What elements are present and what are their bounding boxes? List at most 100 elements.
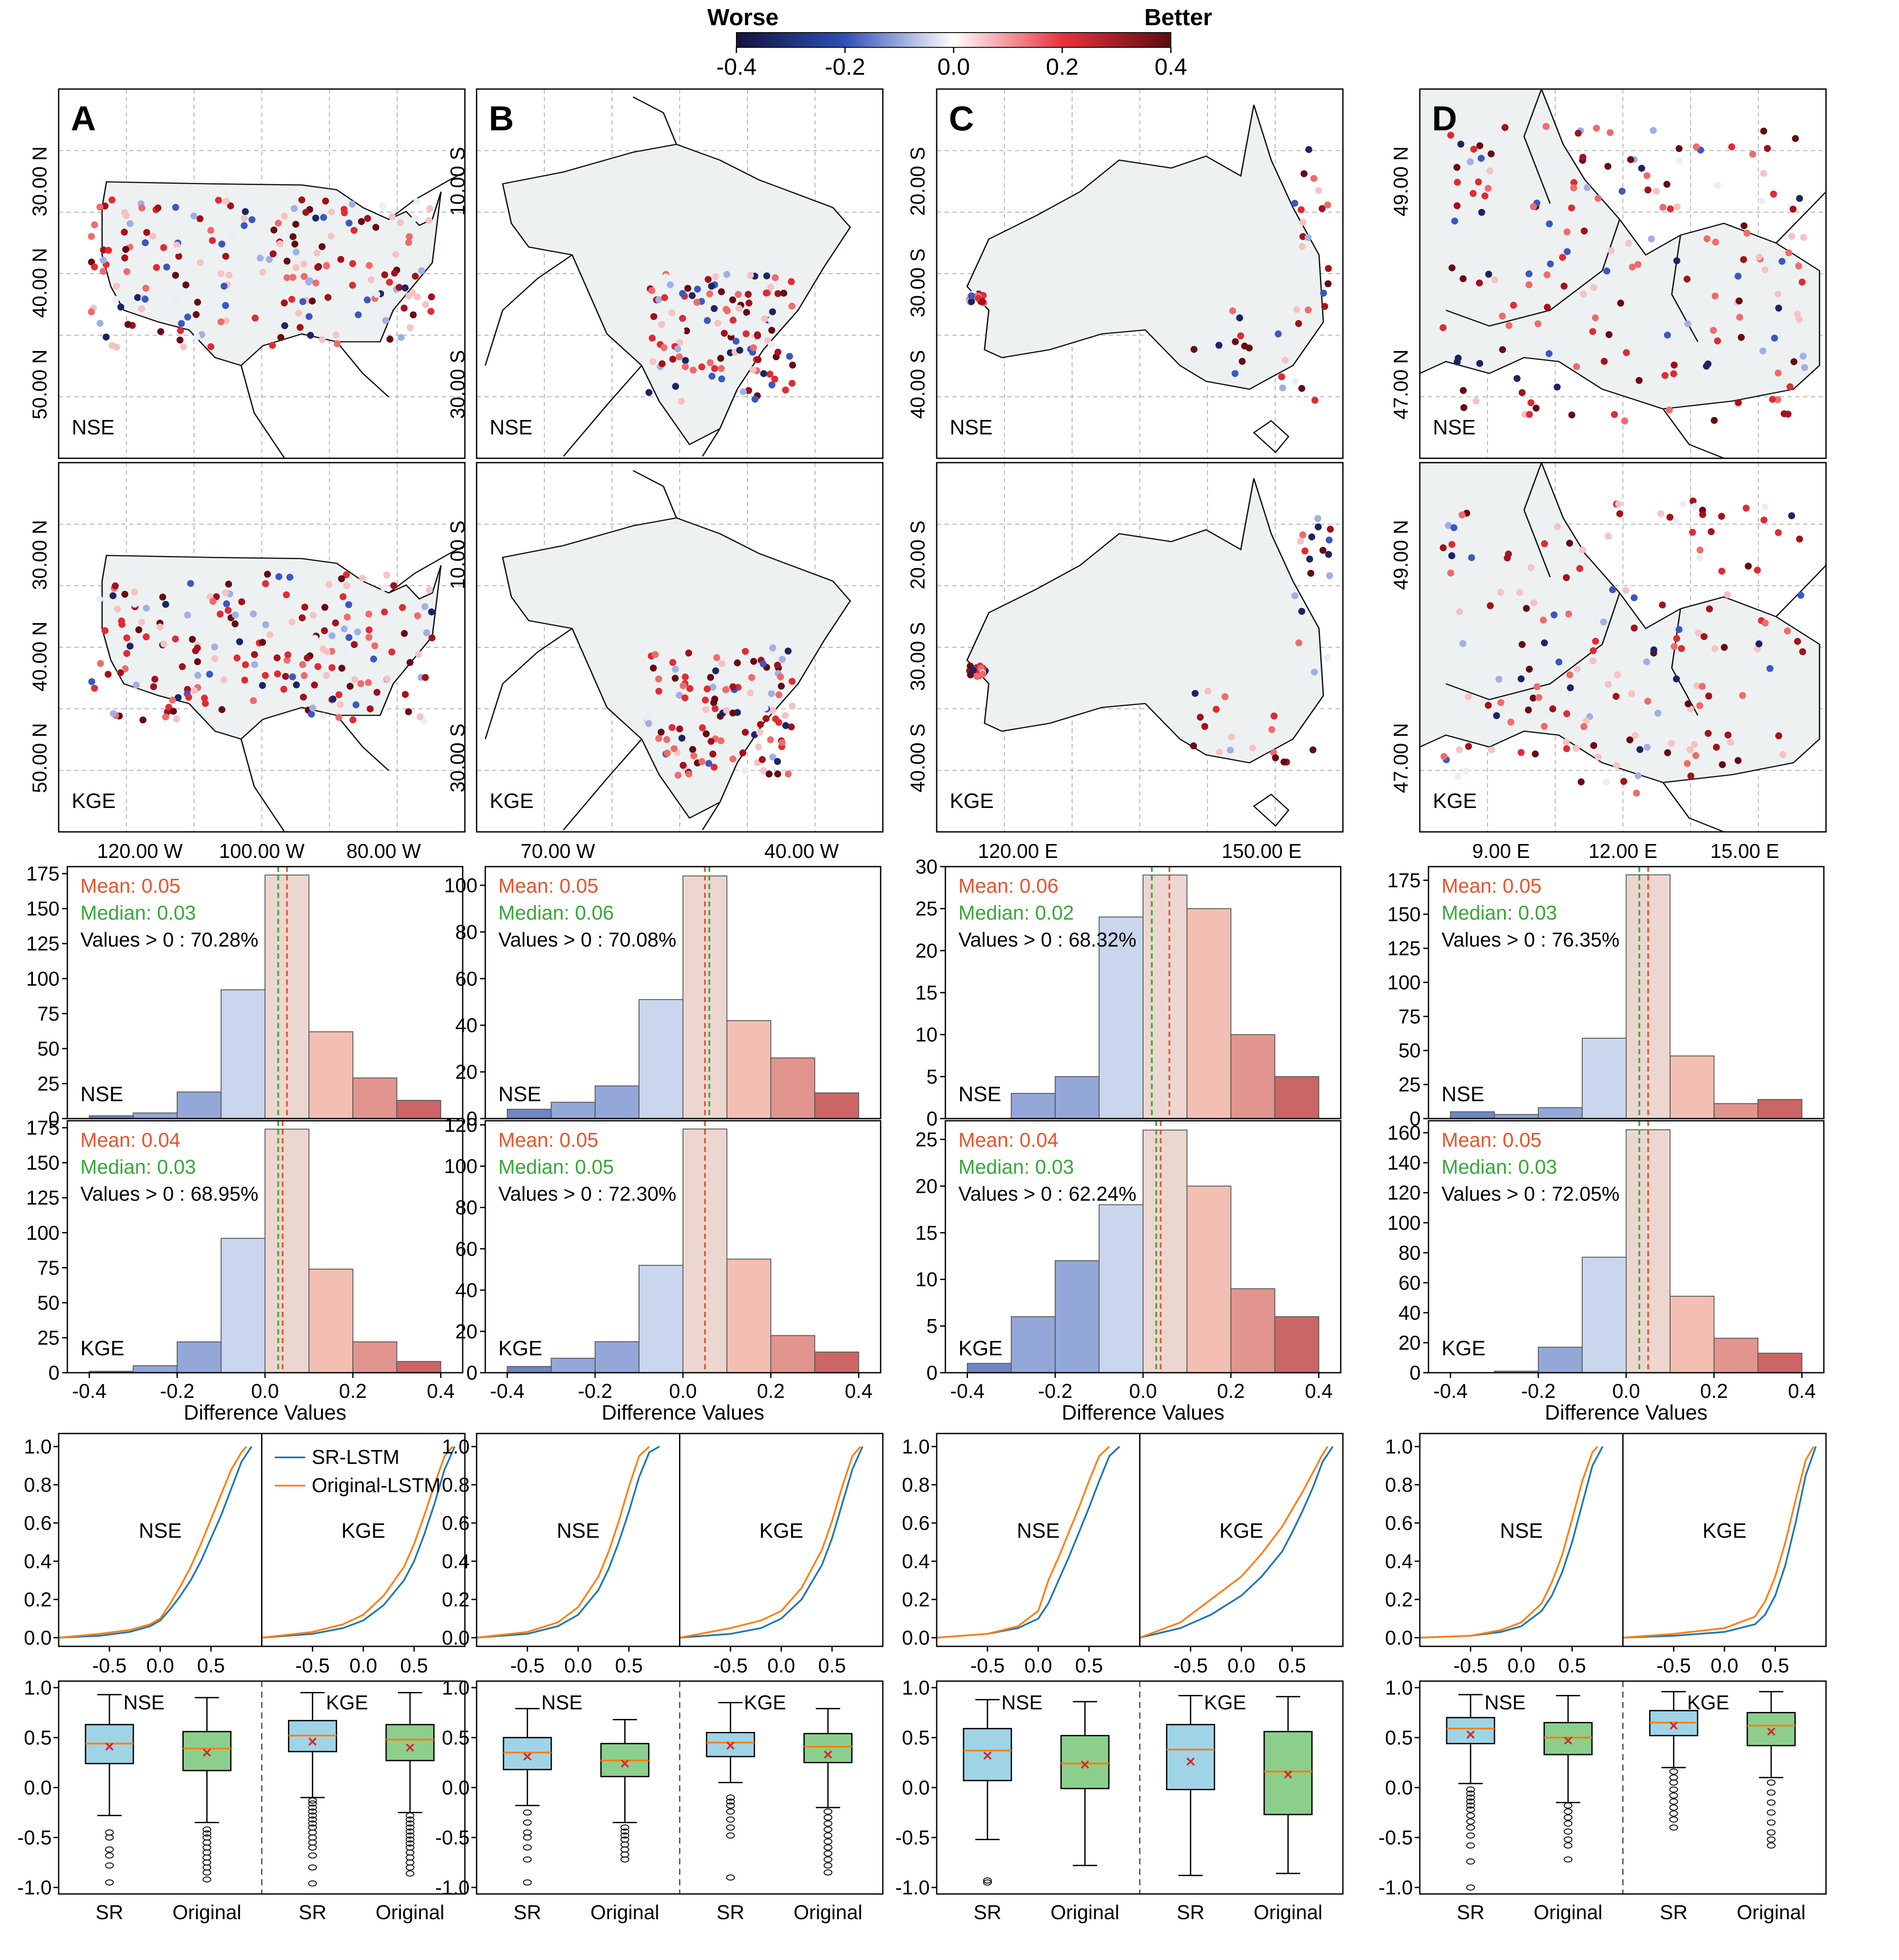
box-original	[1263, 1696, 1313, 1874]
gauge-dot	[365, 610, 372, 618]
gauge-dot	[1487, 602, 1494, 609]
gauge-dot	[788, 302, 795, 310]
cdf-panel-D: NSE -0.5 0.0 0.5 KGE -0.5 0.0 0.5 0.0 0.2 0.4 0.6 0.…	[1385, 1433, 1827, 1677]
gauge-dot	[668, 724, 676, 731]
x-tick-label: 0.4	[845, 1380, 872, 1402]
gauge-dot	[1439, 324, 1447, 331]
outlier-point	[405, 1836, 414, 1843]
gauge-dot	[334, 340, 341, 348]
y-tick-label: 25	[915, 897, 938, 920]
gauge-dot	[1609, 586, 1616, 593]
gauge-dot	[1191, 690, 1199, 697]
outlier-point	[308, 1800, 317, 1807]
cdf-panels: NSE -0.5 0.0 0.5 KGE -0.5 0.0 0.5 0.0 0.2 0.4 0.6 0.…	[24, 1433, 1827, 1677]
gauge-dot	[157, 328, 164, 335]
box-category-label: Original	[1737, 1901, 1806, 1924]
box-original	[1747, 1691, 1796, 1849]
gauge-dot	[1530, 203, 1537, 210]
map-lat-tick-label: 30.00 S	[906, 622, 929, 691]
y-tick-label: 20	[915, 939, 938, 962]
gauge-dot	[343, 582, 351, 589]
gauge-dot	[401, 691, 409, 698]
map-lat-tick-label: 40.00 S	[906, 350, 929, 419]
gauge-dot	[1459, 275, 1467, 282]
gauge-dot	[1644, 698, 1651, 705]
gauge-dot	[308, 665, 316, 672]
gauge-dot	[1498, 312, 1506, 320]
gauge-dot	[1297, 537, 1304, 545]
gauge-dot	[1532, 404, 1540, 412]
gauge-dot	[154, 204, 162, 212]
gauge-dot	[1740, 222, 1748, 229]
gauge-dot	[282, 673, 289, 680]
box-metric-label: KGE	[744, 1691, 786, 1714]
gauge-dot	[196, 259, 204, 266]
map-border-line	[336, 715, 390, 771]
box-sr	[1166, 1695, 1215, 1876]
gauge-dot	[771, 375, 779, 383]
y-tick-label: 0.4	[442, 1550, 470, 1573]
gauge-dot	[388, 648, 395, 656]
panel-letter: D	[1432, 99, 1457, 138]
gauge-dot	[1549, 705, 1557, 712]
map-lat-tick-label: 40.00 N	[28, 622, 51, 692]
gauge-dot	[1799, 648, 1806, 656]
hist-bar	[550, 1102, 596, 1119]
y-tick-label: 60	[455, 967, 477, 990]
hist-bar	[308, 1268, 354, 1374]
gauge-dot	[769, 644, 776, 652]
y-tick-label: 100	[1387, 971, 1421, 993]
x-tick-label: 0.2	[1700, 1380, 1728, 1402]
gauge-dot	[1574, 665, 1581, 673]
gauge-dot	[735, 291, 742, 298]
gauge-dot	[759, 660, 767, 668]
outlier-point	[1466, 1812, 1475, 1819]
cdf-metric-label: KGE	[759, 1520, 803, 1543]
gauge-dot	[1462, 768, 1470, 775]
gauge-dot	[169, 696, 176, 704]
x-axis-label: Difference Values	[602, 1401, 764, 1424]
gauge-dot	[143, 229, 150, 236]
gauge-dot	[1249, 745, 1256, 752]
y-tick-label: 0.0	[902, 1626, 930, 1649]
outlier-point	[1466, 1786, 1475, 1793]
gauge-dot	[364, 323, 371, 331]
gauge-dot	[227, 202, 234, 209]
hist-bar	[396, 1100, 441, 1119]
gauge-dot	[655, 688, 663, 695]
gauge-dot	[1788, 512, 1795, 520]
colorbar-gradient	[736, 32, 1171, 48]
x-tick-label: 0.4	[1305, 1380, 1332, 1402]
gauge-dot	[732, 338, 740, 345]
gauge-dot	[1226, 746, 1234, 754]
gauge-dot	[767, 317, 775, 324]
gauge-dot	[757, 721, 764, 728]
gauge-dot	[428, 608, 435, 616]
box-mean-marker	[1564, 1736, 1572, 1745]
hist-frame	[66, 866, 464, 1119]
gauge-dot	[1552, 160, 1559, 168]
gauge-dot	[1321, 303, 1329, 310]
gauge-dot	[1471, 130, 1478, 138]
gauge-dot	[679, 290, 686, 297]
outlier-point	[1669, 1824, 1678, 1831]
gauge-dot	[242, 208, 249, 215]
hist-bar	[550, 1357, 596, 1373]
outlier-point	[823, 1838, 832, 1845]
gauge-dot	[262, 672, 269, 679]
gauge-dot	[1657, 628, 1664, 635]
gauge-dot	[736, 347, 743, 354]
gauge-dot	[1576, 565, 1584, 572]
gauge-dot	[320, 214, 327, 221]
gauge-dot	[311, 681, 318, 689]
gauge-dot	[1231, 370, 1239, 377]
y-tick-label: 40	[1399, 1301, 1421, 1324]
gauge-dot	[681, 694, 689, 702]
gauge-dot	[104, 671, 112, 678]
gauge-dot	[788, 278, 795, 285]
gauge-dot	[401, 284, 409, 291]
mean-text: Mean: 0.04	[80, 1129, 180, 1151]
hist-bar	[1757, 1353, 1803, 1374]
gauge-dot	[126, 220, 134, 227]
outlier-point	[726, 1808, 735, 1815]
